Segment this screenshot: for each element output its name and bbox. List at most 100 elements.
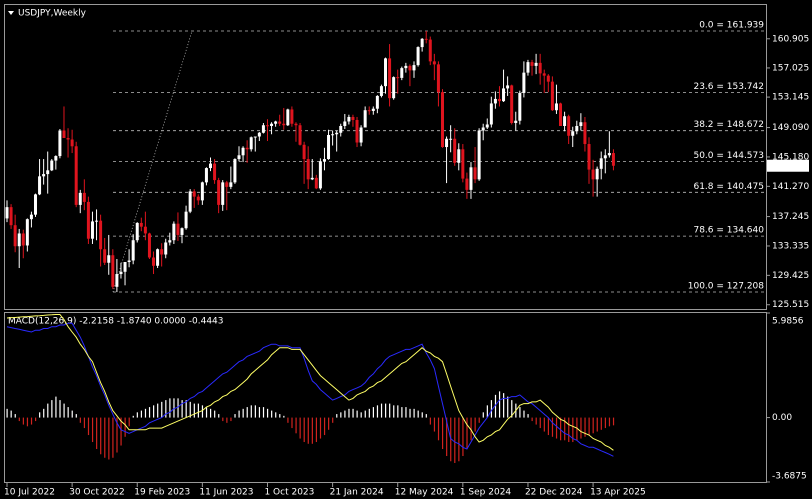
histogram-bar	[564, 417, 566, 441]
histogram-bar	[67, 407, 69, 418]
histogram-bar	[250, 405, 252, 418]
histogram-bar	[507, 396, 509, 418]
macd-panel	[4, 312, 767, 483]
histogram-bar	[83, 417, 86, 429]
histogram-bar	[474, 417, 476, 432]
x-tick-label: 22 Dec 2024	[525, 488, 583, 498]
candle-body	[123, 262, 127, 272]
candle-body	[103, 249, 107, 263]
candle-body	[66, 138, 70, 140]
histogram-bar	[596, 417, 598, 432]
histogram-bar	[153, 405, 155, 418]
candle-body	[587, 144, 591, 170]
candle-body	[497, 98, 501, 102]
histogram-bar	[385, 403, 387, 418]
candle-body	[261, 125, 265, 133]
histogram-bar	[271, 410, 273, 418]
histogram-bar	[466, 417, 468, 450]
histogram-bar	[462, 417, 464, 457]
candle-body	[257, 132, 261, 137]
histogram-bar	[470, 417, 472, 441]
candle-body	[481, 127, 485, 131]
fib-anchor	[112, 30, 193, 293]
histogram-bar	[315, 417, 318, 443]
histogram-bar	[79, 417, 81, 423]
histogram-bar	[51, 400, 53, 418]
histogram-bar	[258, 407, 261, 418]
histogram-bar	[100, 417, 102, 455]
candle-body	[563, 116, 567, 126]
histogram-bar	[364, 410, 366, 418]
histogram-bar	[218, 414, 220, 418]
y-tick-label: 125.515	[772, 300, 809, 310]
histogram-bar	[576, 417, 578, 441]
candle-body	[282, 123, 286, 126]
candle-body	[542, 73, 546, 76]
candle-body	[404, 65, 408, 69]
histogram-bar	[108, 417, 110, 460]
candle-body	[217, 180, 221, 205]
histogram-bar	[454, 417, 456, 464]
histogram-bar	[372, 407, 374, 418]
candle-body	[139, 222, 143, 227]
histogram-bar	[543, 417, 545, 432]
candle-body	[347, 116, 351, 122]
histogram-bar	[604, 417, 606, 429]
histogram-bar	[214, 410, 216, 418]
histogram-bar	[380, 403, 383, 418]
candle-body	[436, 64, 440, 93]
x-tick-label: 21 Jan 2024	[330, 488, 384, 498]
fib-label: 50.0 = 144.573	[693, 151, 764, 161]
histogram-bar	[34, 417, 37, 422]
candle-body	[184, 211, 188, 229]
candle-body	[241, 147, 245, 156]
histogram-bar	[450, 417, 452, 462]
histogram-bar	[547, 417, 550, 436]
histogram-bar	[75, 414, 77, 418]
candle-body	[400, 68, 404, 78]
histogram-bar	[340, 412, 342, 418]
histogram-bar	[519, 407, 521, 418]
histogram-bar	[401, 407, 403, 418]
histogram-bar	[120, 417, 122, 446]
histogram-bar	[588, 417, 590, 436]
candle-body	[388, 58, 392, 99]
candle-body	[367, 110, 371, 112]
histogram-bar	[124, 417, 126, 437]
histogram-bar	[234, 414, 236, 418]
candle-body	[489, 103, 493, 125]
candle-body	[192, 191, 196, 197]
histogram-bar	[26, 417, 29, 427]
histogram-bar	[22, 417, 24, 425]
x-tick-label: 1 Sep 2024	[460, 488, 512, 498]
candle-body	[306, 159, 310, 180]
x-tick-label: 12 May 2024	[395, 488, 454, 498]
chart-title: USDJPY,Weekly	[18, 9, 87, 19]
histogram-bar	[6, 408, 8, 418]
candle-body	[485, 124, 489, 128]
candle-body	[567, 116, 571, 136]
candle-body	[298, 125, 302, 145]
title-arrow	[8, 11, 14, 15]
candle-body	[518, 92, 522, 121]
histogram-bar	[494, 394, 497, 418]
histogram-bar	[222, 417, 224, 422]
candle-body	[196, 196, 200, 201]
histogram-bar	[132, 415, 134, 418]
y-tick-label: 141.270	[772, 182, 809, 192]
candle-body	[559, 103, 563, 126]
histogram-bar	[584, 417, 586, 437]
candle-body	[599, 158, 603, 169]
candle-body	[25, 219, 29, 246]
histogram-bar	[144, 408, 147, 418]
candle-body	[579, 122, 583, 126]
histogram-bar	[498, 391, 501, 418]
candle-body	[42, 174, 46, 177]
y-tick-label: 153.145	[772, 93, 809, 103]
x-tick-label: 19 Feb 2023	[134, 488, 190, 498]
histogram-bar	[303, 417, 305, 443]
histogram-bar	[230, 417, 232, 422]
candle-body	[530, 62, 534, 66]
candle-body	[339, 125, 343, 133]
histogram-bar	[136, 412, 138, 418]
